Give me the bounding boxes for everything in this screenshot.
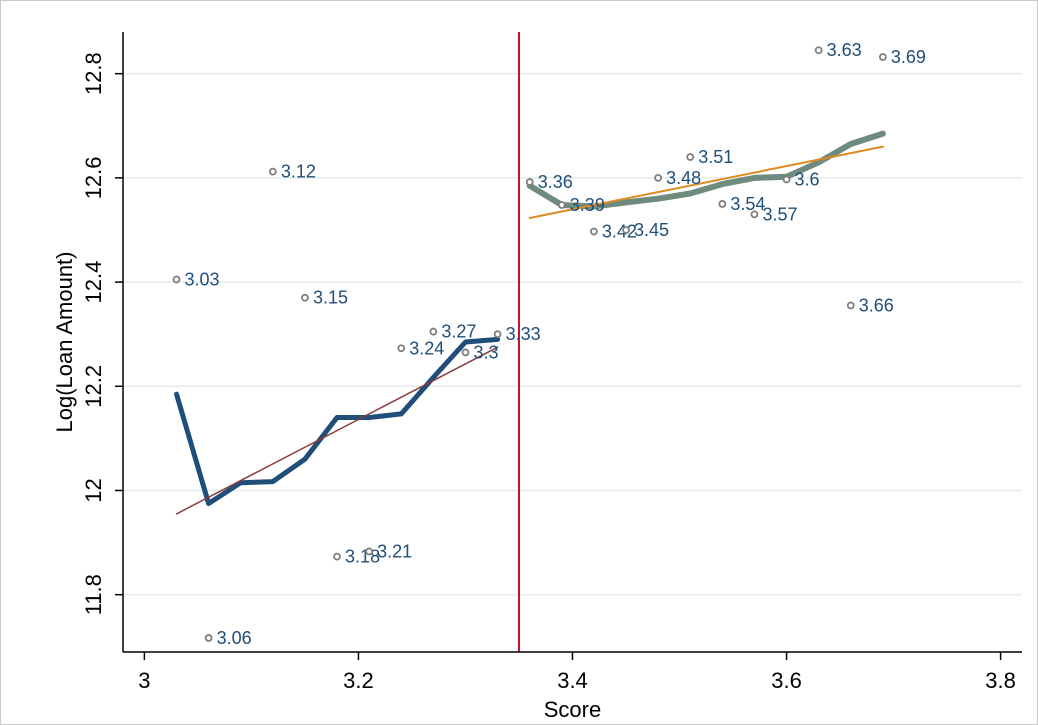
point-label: 3.48	[666, 168, 701, 188]
x-axis-title: Score	[544, 697, 601, 722]
point-label: 3.63	[827, 40, 862, 60]
x-tick-label: 3.4	[557, 668, 588, 693]
data-point	[397, 344, 406, 353]
y-axis-title: Log(Loan Amount)	[52, 251, 77, 432]
y-tick-label: 12.2	[81, 365, 106, 408]
x-tick-label: 3.6	[771, 668, 802, 693]
y-tick-label: 12.6	[81, 156, 106, 199]
data-point	[461, 348, 470, 357]
point-label: 3.39	[570, 195, 605, 215]
point-label: 3.3	[473, 342, 498, 362]
data-point	[301, 293, 309, 302]
point-label: 3.21	[377, 541, 412, 561]
data-point	[429, 327, 438, 336]
point-label: 3.6	[795, 169, 820, 189]
data-point	[204, 634, 213, 642]
point-label: 3.51	[698, 147, 733, 167]
local-mean-left-line	[174, 336, 501, 506]
data-point	[654, 173, 663, 182]
data-point	[782, 175, 791, 184]
gridlines	[123, 72, 1022, 596]
point-label: 3.69	[891, 47, 926, 67]
point-label: 3.24	[409, 338, 444, 358]
point-label: 3.57	[762, 204, 797, 224]
axes: 3 3.2 3.4 3.6 3.8 11.8 12 12.2 12.4 12.6 12.8	[81, 32, 1022, 693]
y-tick-label: 12.4	[81, 261, 106, 304]
data-point	[557, 201, 566, 209]
data-point	[686, 153, 695, 161]
data-point	[622, 226, 630, 234]
y-tick-label: 12.8	[81, 52, 106, 95]
data-points: 3.03 3.06 3.12 3.15 3.183.21 3.243.273.3 3.33 3…	[172, 40, 926, 648]
x-tick-label: 3.8	[985, 668, 1016, 693]
data-point	[878, 53, 887, 61]
point-label: 3.42	[602, 222, 637, 242]
point-label: 3.12	[281, 162, 316, 182]
point-label: 3.27	[441, 322, 476, 342]
x-tick-label: 3.2	[343, 668, 374, 693]
linear-fit-left-line	[175, 346, 499, 515]
y-tick-label: 12	[81, 478, 106, 502]
x-tick-label: 3	[138, 668, 150, 693]
point-label: 3.45	[634, 220, 669, 240]
point-label: 3.06	[217, 628, 252, 648]
point-label: 3.03	[185, 269, 220, 289]
point-label: 3.66	[859, 296, 894, 316]
data-point	[525, 178, 534, 186]
linear-fit-right-line	[528, 145, 884, 219]
data-point	[268, 167, 277, 176]
data-point	[750, 210, 759, 219]
data-point	[814, 46, 823, 55]
point-label: 3.15	[313, 288, 348, 308]
data-point	[172, 275, 181, 284]
point-label: 3.18	[345, 547, 380, 567]
data-point	[493, 330, 502, 339]
point-label: 3.54	[730, 194, 765, 214]
data-point	[718, 200, 727, 208]
data-point	[365, 547, 374, 556]
data-point	[333, 552, 341, 561]
point-label: 3.36	[538, 172, 573, 192]
data-point	[846, 301, 855, 310]
point-label: 3.33	[506, 324, 541, 344]
data-point	[590, 227, 598, 236]
y-tick-label: 11.8	[81, 574, 106, 615]
fit-lines	[174, 130, 886, 515]
